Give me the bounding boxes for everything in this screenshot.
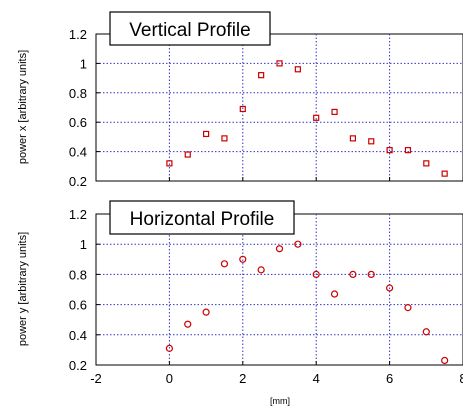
data-point — [313, 114, 320, 121]
y-tick-label: 0.4 — [69, 328, 87, 343]
data-point — [312, 270, 320, 278]
y-tick-label: 1 — [80, 237, 87, 252]
data-point — [166, 160, 173, 167]
data-point — [441, 170, 448, 177]
data-point — [330, 290, 339, 298]
data-point — [239, 255, 247, 263]
data-point — [239, 105, 246, 113]
x-tick-label: -2 — [90, 371, 102, 386]
bottom-title-box: Horizontal Profile — [109, 200, 295, 235]
data-point — [367, 270, 375, 278]
data-point — [404, 147, 412, 154]
y-tick-label: 0.8 — [69, 267, 87, 282]
data-point — [221, 135, 228, 142]
data-point — [422, 328, 430, 336]
data-point — [184, 320, 192, 328]
y-tick-label: 0.2 — [69, 174, 87, 189]
top-y-axis-label: power x [arbitrary units] — [17, 50, 29, 164]
top-grid — [96, 34, 463, 181]
x-tick-label: 8 — [459, 371, 463, 386]
data-point — [276, 60, 283, 67]
top-title: Vertical Profile — [129, 20, 250, 41]
x-tick-label: 0 — [166, 371, 173, 386]
data-point — [386, 284, 394, 292]
data-point — [404, 304, 412, 312]
top-axis-ticks: 0.2 0.4 0.6 0.8 1 1.2 — [69, 27, 463, 189]
data-point — [349, 135, 356, 142]
y-tick-label: 0.4 — [69, 145, 87, 160]
y-tick-label: 1.2 — [69, 207, 87, 222]
y-tick-label: 0.2 — [69, 358, 87, 373]
data-point — [368, 138, 375, 145]
x-tick-label: 2 — [239, 371, 246, 386]
bottom-data-points — [165, 240, 449, 365]
y-tick-label: 1.2 — [69, 27, 87, 42]
bottom-plot-area — [95, 213, 463, 366]
data-point — [331, 108, 338, 116]
data-point — [441, 356, 449, 365]
x-axis-label: [mm] — [270, 396, 290, 406]
x-tick-label: 6 — [386, 371, 393, 386]
y-tick-label: 0.6 — [69, 115, 87, 130]
data-point — [275, 245, 284, 253]
top-panel: 0.2 0.4 0.6 0.8 1 1.2 Vertical Profile power … — [17, 11, 463, 189]
data-point — [258, 72, 265, 79]
data-point — [203, 130, 210, 138]
data-point — [165, 344, 173, 352]
data-point — [257, 266, 265, 274]
bottom-title: Horizontal Profile — [130, 209, 275, 230]
data-point — [184, 151, 191, 158]
y-tick-label: 0.8 — [69, 86, 87, 101]
data-point — [423, 160, 430, 167]
bottom-panel: -2 0 2 4 6 8 0.2 0.4 0.6 0.8 1 1.2 Horizontal Profi… — [17, 200, 463, 406]
y-tick-label: 0.6 — [69, 298, 87, 313]
data-point — [386, 147, 393, 154]
top-plot-area — [95, 33, 463, 182]
x-tick-label: 4 — [313, 371, 320, 386]
data-point — [294, 66, 301, 73]
top-title-box: Vertical Profile — [109, 11, 271, 46]
data-point — [202, 308, 210, 316]
y-tick-label: 1 — [80, 56, 87, 71]
data-point — [294, 240, 302, 248]
top-data-points — [166, 60, 448, 177]
data-point — [349, 270, 357, 278]
bottom-y-axis-label: power y [arbitrary units] — [17, 232, 29, 346]
data-point — [220, 260, 229, 268]
bottom-axis-ticks: -2 0 2 4 6 8 0.2 0.4 0.6 0.8 1 1.2 — [69, 207, 463, 386]
bottom-grid — [96, 214, 463, 365]
